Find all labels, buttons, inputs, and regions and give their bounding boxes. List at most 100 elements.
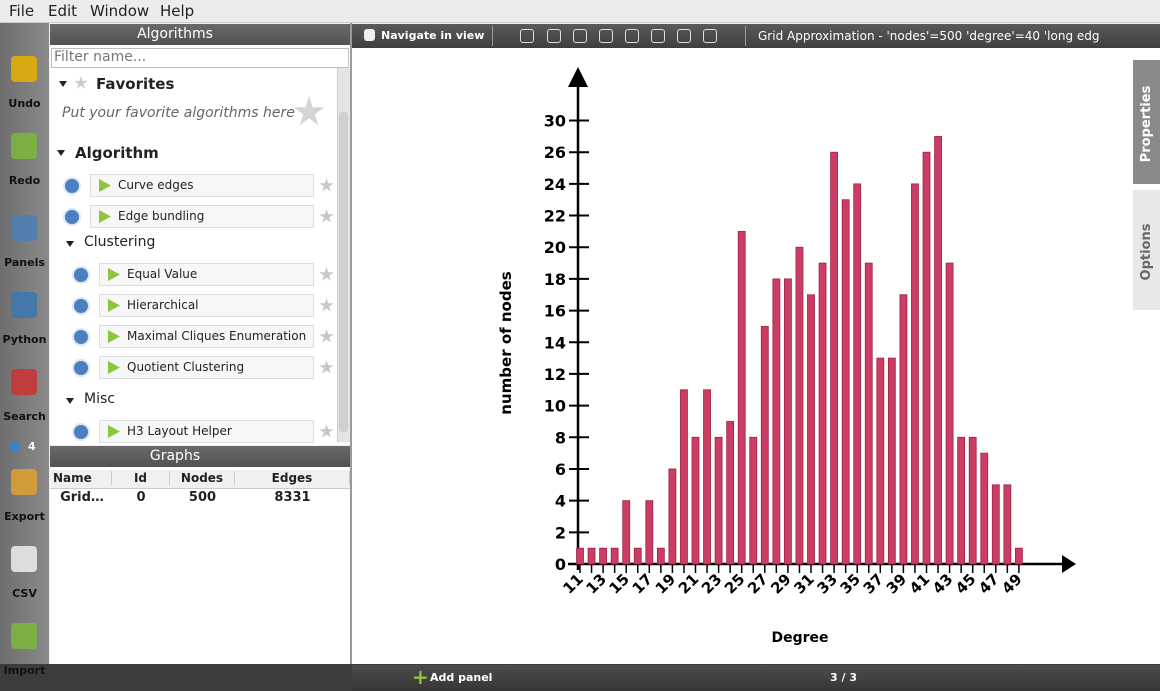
bar: [749, 436, 758, 565]
tool-button[interactable]: Search: [3, 410, 46, 423]
bar: [887, 357, 896, 565]
tool-button[interactable]: Import: [3, 664, 46, 677]
hand-icon: [364, 29, 375, 41]
tool-button[interactable]: CSV: [12, 587, 37, 600]
y-tick-label: 18: [544, 270, 566, 289]
algorithm-row[interactable]: [99, 356, 314, 379]
algorithm-name[interactable]: Equal Value: [127, 267, 198, 281]
algorithm-name[interactable]: Maximal Cliques Enumeration: [127, 329, 307, 343]
bar: [680, 389, 688, 565]
tool-icon[interactable]: [11, 133, 37, 159]
expand-arrow[interactable]: [66, 241, 74, 247]
settings-button[interactable]: [63, 177, 81, 195]
algorithm-row[interactable]: [99, 263, 314, 286]
tool-button[interactable]: Export: [4, 510, 45, 523]
section-title[interactable]: Favorites: [96, 75, 175, 93]
side-tab-label[interactable]: Options: [1139, 223, 1154, 281]
table-header: [50, 470, 350, 489]
tool-icon[interactable]: [573, 29, 587, 43]
panel-header: [50, 446, 350, 467]
tool-icon[interactable]: [11, 56, 37, 82]
algorithm-row[interactable]: [90, 205, 314, 228]
side-tab[interactable]: [1133, 60, 1160, 184]
y-tick-label: 24: [544, 175, 566, 194]
tool-icon[interactable]: [520, 29, 534, 43]
filter-placeholder[interactable]: Filter name...: [54, 49, 147, 65]
algorithm-name[interactable]: Curve edges: [118, 178, 194, 192]
menu-item[interactable]: File: [9, 2, 35, 20]
filter-input[interactable]: [51, 48, 349, 68]
side-tab-label[interactable]: Properties: [1139, 85, 1154, 163]
tool-icon[interactable]: [651, 29, 665, 43]
tool-icon[interactable]: [11, 469, 37, 495]
settings-button[interactable]: [72, 328, 90, 346]
column-header[interactable]: Id: [112, 471, 170, 485]
tool-button[interactable]: Python: [2, 333, 47, 346]
table-cell[interactable]: Grid…: [60, 490, 104, 505]
bar: [656, 547, 665, 565]
column-header[interactable]: Nodes: [170, 471, 235, 485]
settings-button[interactable]: [72, 297, 90, 315]
menu-item[interactable]: Window: [90, 2, 150, 20]
scrollbar-thumb[interactable]: [339, 112, 348, 432]
algorithm-name[interactable]: H3 Layout Helper: [127, 424, 232, 438]
table-cell[interactable]: 500: [188, 490, 217, 505]
bar: [576, 547, 584, 565]
algorithm-name[interactable]: Hierarchical: [127, 298, 199, 312]
bar: [830, 151, 838, 565]
bar: [876, 357, 885, 565]
y-tick-label: 16: [544, 302, 566, 321]
tool-icon[interactable]: [677, 29, 691, 43]
algorithm-row[interactable]: [99, 294, 314, 317]
algorithm-row[interactable]: [90, 174, 314, 197]
expand-arrow[interactable]: [57, 150, 65, 156]
bar: [841, 199, 850, 565]
tool-icon[interactable]: [11, 369, 37, 395]
splitter[interactable]: [350, 23, 352, 691]
section-title[interactable]: Algorithm: [75, 144, 159, 162]
y-axis-arrow: [568, 67, 588, 87]
tool-button[interactable]: Panels: [4, 256, 45, 269]
y-tick-label: 10: [544, 397, 566, 416]
menu-item[interactable]: Edit: [48, 2, 78, 20]
algorithm-name[interactable]: Edge bundling: [118, 209, 205, 223]
settings-button[interactable]: [72, 266, 90, 284]
algorithm-row[interactable]: [99, 325, 314, 348]
settings-button[interactable]: [72, 359, 90, 377]
tool-icon[interactable]: [703, 29, 717, 43]
bar: [703, 389, 711, 565]
settings-button[interactable]: [63, 208, 81, 226]
algorithm-row[interactable]: [99, 420, 314, 443]
view-title[interactable]: Grid Approximation - 'nodes'=500 'degree…: [758, 29, 1100, 43]
column-header[interactable]: Edges: [235, 471, 350, 485]
bar: [668, 468, 677, 565]
menu-bar: [0, 0, 1160, 23]
menu-item[interactable]: Help: [160, 2, 195, 20]
bar: [622, 500, 631, 565]
bar: [899, 294, 908, 565]
mode-button[interactable]: Navigate in view: [381, 29, 485, 42]
favorites-hint: Put your favorite algorithms here: [62, 105, 295, 121]
bar: [726, 421, 735, 565]
tool-icon[interactable]: [11, 292, 37, 318]
expand-arrow[interactable]: [59, 81, 67, 87]
table-cell[interactable]: 0: [136, 490, 146, 505]
tool-icon[interactable]: [547, 29, 561, 43]
tool-icon[interactable]: [11, 546, 37, 572]
tool-icon[interactable]: [11, 215, 37, 241]
side-tab[interactable]: [1133, 190, 1160, 310]
tool-icon[interactable]: [625, 29, 639, 43]
tool-icon[interactable]: [599, 29, 613, 43]
table-cell[interactable]: 8331: [274, 490, 311, 505]
algorithm-name[interactable]: Quotient Clustering: [127, 360, 245, 374]
tool-icon[interactable]: [11, 623, 37, 649]
tool-button[interactable]: Redo: [8, 174, 41, 187]
group-title[interactable]: Misc: [84, 391, 115, 407]
group-title[interactable]: Clustering: [84, 234, 156, 250]
settings-button[interactable]: [72, 423, 90, 441]
column-header[interactable]: Name: [52, 471, 112, 485]
tool-button[interactable]: Undo: [8, 97, 41, 110]
expand-arrow[interactable]: [66, 398, 74, 404]
add-panel-button[interactable]: Add panel: [430, 671, 493, 684]
bar: [610, 547, 619, 565]
